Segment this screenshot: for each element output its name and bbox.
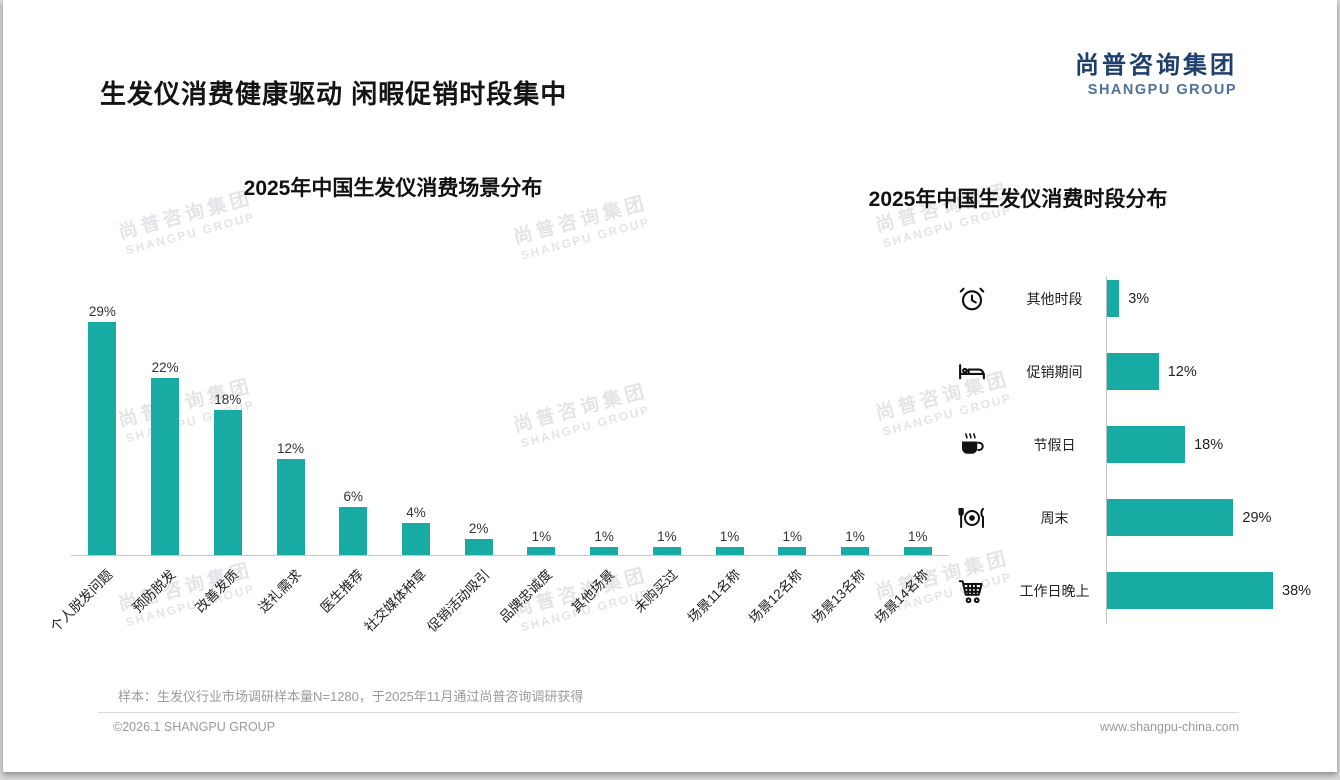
watermark-en: SHANGPU GROUP bbox=[519, 214, 652, 263]
value-label: 4% bbox=[406, 504, 426, 520]
category-label: 预防脱发 bbox=[129, 566, 179, 616]
value-label: 1% bbox=[782, 529, 803, 544]
alarm-clock-icon bbox=[941, 284, 1003, 314]
value-label: 2% bbox=[468, 520, 489, 536]
category-label: 改善发质 bbox=[192, 566, 242, 616]
bar-column: 29% 个人脱发问题 bbox=[48, 298, 134, 635]
value-label: 3% bbox=[1128, 290, 1150, 307]
category-label: 个人脱发问题 bbox=[47, 566, 116, 635]
bar-column: 1% 未购买过 bbox=[631, 298, 698, 616]
bar bbox=[903, 547, 932, 555]
bar-column: 4% 社交媒体种草 bbox=[362, 298, 448, 635]
category-label: 场景14名称 bbox=[871, 566, 932, 627]
value-label: 12% bbox=[277, 440, 305, 456]
copyright-text: ©2026.1 SHANGPU GROUP bbox=[113, 720, 276, 734]
bar bbox=[88, 322, 117, 555]
bar-column: 6% 医生推荐 bbox=[318, 298, 385, 616]
value-label: 1% bbox=[907, 529, 928, 544]
bar bbox=[1106, 280, 1120, 317]
value-label: 12% bbox=[1167, 363, 1197, 380]
value-label: 29% bbox=[88, 304, 116, 320]
bar bbox=[527, 547, 556, 555]
brand-logo-cn: 尚普咨询集团 bbox=[1075, 52, 1237, 79]
bar bbox=[1106, 572, 1273, 609]
category-label: 送礼需求 bbox=[255, 566, 304, 616]
time-bar-rows: 其他时段 3% 促销期间 12% 节假日 18% 周末 29% 工作日晚上 38% bbox=[941, 262, 1326, 627]
bed-icon bbox=[941, 357, 1003, 387]
coffee-icon bbox=[941, 430, 1003, 460]
bar-column: 12% 送礼需求 bbox=[255, 298, 322, 616]
brand-logo-en: SHANGPU GROUP bbox=[1087, 81, 1237, 98]
category-label: 促销活动吸引 bbox=[424, 566, 493, 635]
value-label: 1% bbox=[845, 529, 865, 544]
watermark-en: SHANGPU GROUP bbox=[124, 209, 257, 258]
page-title: 生发仪消费健康驱动 闲暇促销时段集中 bbox=[100, 79, 568, 109]
time-row: 其他时段 3% bbox=[941, 262, 1326, 335]
category-label: 场景12名称 bbox=[746, 566, 806, 627]
bar bbox=[840, 547, 869, 555]
value-label: 18% bbox=[1194, 436, 1224, 453]
shopping-cart-icon bbox=[941, 576, 1003, 606]
time-row: 周末 29% bbox=[941, 481, 1326, 554]
time-label: 其他时段 bbox=[1026, 290, 1083, 307]
bar-column: 1% 品牌忠诚度 bbox=[496, 298, 573, 625]
bar bbox=[590, 547, 619, 555]
bar bbox=[1106, 499, 1234, 536]
time-label: 节假日 bbox=[1033, 436, 1076, 453]
bar bbox=[778, 547, 807, 555]
slide: 尚普咨询集团 SHANGPU GROUP 尚普咨询集团 SHANGPU GROUP 尚普… bbox=[3, 0, 1337, 772]
footer-divider bbox=[98, 712, 1239, 713]
website-text: www.shangpu-china.com bbox=[1100, 720, 1239, 734]
time-label: 促销期间 bbox=[1026, 363, 1083, 380]
value-label: 29% bbox=[1242, 509, 1272, 526]
bar bbox=[652, 547, 681, 555]
scene-chart-title: 2025年中国生发仪消费场景分布 bbox=[243, 177, 543, 200]
time-label: 周末 bbox=[1040, 509, 1069, 526]
category-label: 场景13名称 bbox=[809, 566, 869, 627]
time-row: 促销期间 12% bbox=[941, 335, 1326, 408]
value-label: 22% bbox=[151, 360, 179, 376]
bar bbox=[1106, 426, 1186, 463]
bar-column: 1% 场景11名称 bbox=[684, 298, 761, 626]
bar-column: 1% 场景14名称 bbox=[872, 298, 949, 626]
value-label: 38% bbox=[1282, 582, 1312, 599]
bar bbox=[401, 522, 430, 555]
time-label: 工作日晚上 bbox=[1019, 582, 1090, 599]
value-label: 6% bbox=[343, 488, 363, 504]
category-label: 场景11名称 bbox=[684, 566, 743, 626]
time-chart-title: 2025年中国生发仪消费时段分布 bbox=[868, 188, 1168, 211]
time-row: 节假日 18% bbox=[941, 408, 1326, 481]
y-axis-line bbox=[1106, 276, 1107, 624]
bar bbox=[213, 410, 242, 555]
sample-note: 样本：生发仪行业市场调研样本量N=1280，于2025年11月通过尚普咨询调研获… bbox=[118, 689, 584, 704]
bar bbox=[464, 538, 493, 555]
time-bar-chart: 其他时段 3% 促销期间 12% 节假日 18% 周末 29% 工作日晚上 38% bbox=[941, 262, 1326, 632]
bar bbox=[339, 506, 368, 555]
bar bbox=[1106, 353, 1159, 390]
category-label: 其他场景 bbox=[568, 566, 618, 616]
bar bbox=[715, 547, 744, 555]
bar bbox=[276, 458, 305, 555]
bar-column: 2% 促销活动吸引 bbox=[424, 298, 510, 635]
brand-logo: 尚普咨询集团 SHANGPU GROUP bbox=[1075, 52, 1237, 98]
value-label: 1% bbox=[719, 529, 740, 544]
category-label: 未购买过 bbox=[631, 566, 681, 616]
value-label: 1% bbox=[594, 529, 614, 544]
time-row: 工作日晚上 38% bbox=[941, 554, 1326, 627]
bar bbox=[151, 378, 180, 555]
bar-column: 1% 其他场景 bbox=[569, 298, 636, 616]
bar-column: 1% 场景12名称 bbox=[746, 298, 824, 626]
category-label: 医生推荐 bbox=[317, 566, 367, 616]
value-label: 1% bbox=[657, 529, 677, 544]
bar-column: 18% 改善发质 bbox=[192, 298, 259, 616]
value-label: 1% bbox=[531, 529, 552, 544]
bar-column: 1% 场景13名称 bbox=[809, 298, 887, 626]
dining-icon bbox=[941, 503, 1003, 533]
bar-column: 22% 预防脱发 bbox=[130, 298, 197, 616]
scene-bar-chart: 29% 个人脱发问题 22% 预防脱发 18% 改善发质 12% 送礼需求 6% 医生推荐 4% 社交… bbox=[48, 298, 949, 635]
category-label: 社交媒体种草 bbox=[361, 566, 430, 635]
category-label: 品牌忠诚度 bbox=[496, 566, 555, 626]
value-label: 18% bbox=[214, 392, 242, 408]
